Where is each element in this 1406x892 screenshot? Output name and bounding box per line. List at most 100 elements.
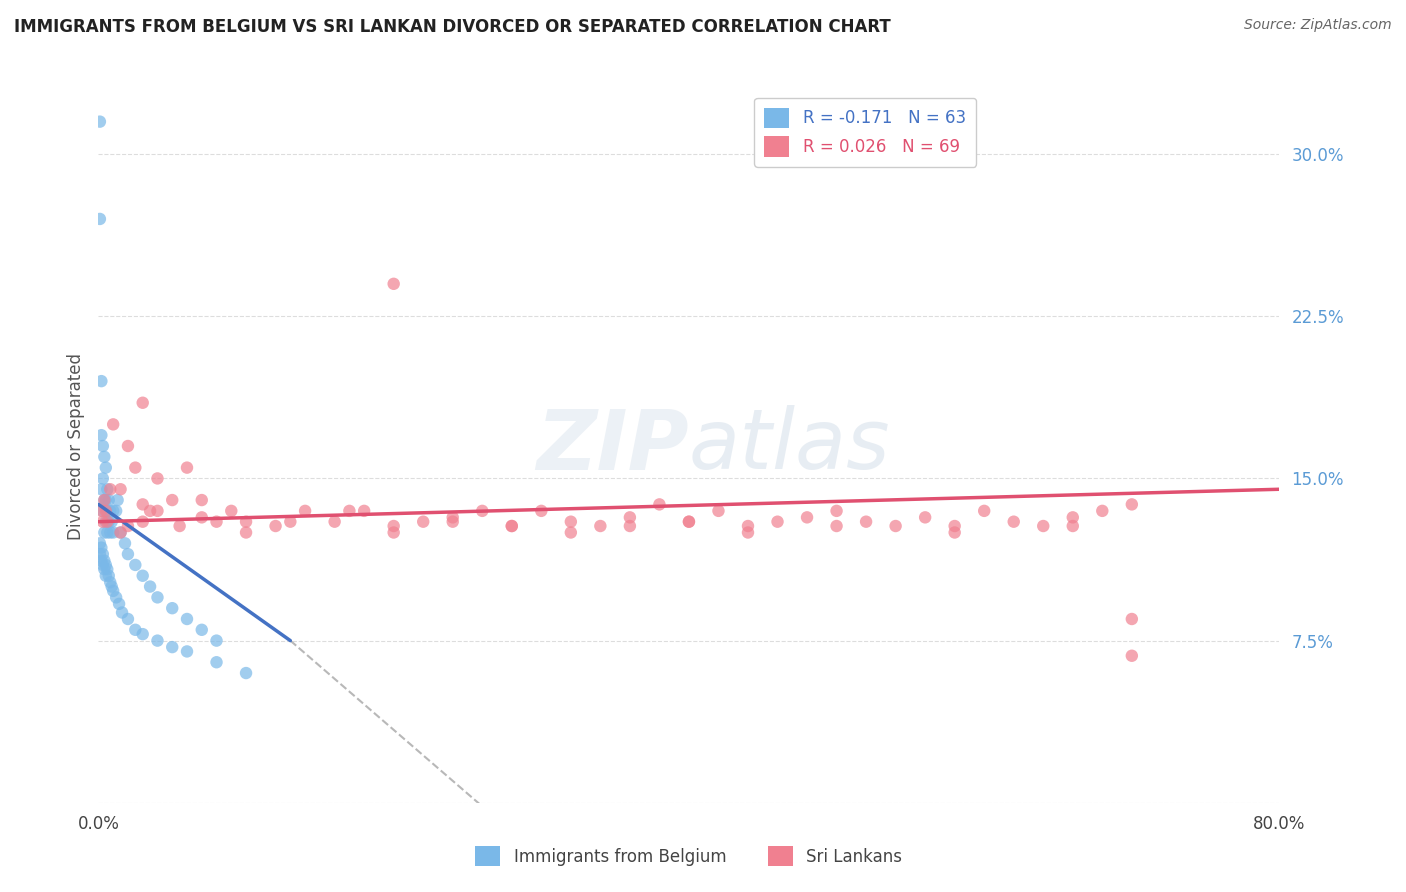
Point [162,640,183,654]
Point [264,519,287,533]
Point [737,525,759,540]
Point [1002,515,1025,529]
Point [103,525,125,540]
Point [235,525,257,540]
Point [96,525,118,540]
Point [176,612,198,626]
Point [139,504,162,518]
Point [93,553,115,567]
Point [93,493,115,508]
Point [90,482,112,496]
Point [97,493,120,508]
Point [93,525,115,540]
Point [162,601,183,615]
Point [1121,648,1143,663]
Point [678,515,700,529]
Point [914,510,936,524]
Point [501,519,523,533]
Point [235,666,257,681]
Point [93,450,115,464]
Point [94,460,117,475]
Point [825,519,848,533]
Point [124,460,146,475]
Point [97,515,120,529]
Point [96,515,118,529]
Point [560,515,582,529]
Point [205,515,228,529]
Point [973,504,995,518]
Point [89,211,111,226]
Point [98,504,121,518]
Point [501,519,523,533]
Point [1062,519,1084,533]
Point [124,623,146,637]
Point [530,504,553,518]
Point [94,558,117,572]
Point [278,515,302,529]
Point [94,504,117,518]
Y-axis label: Divorced or Separated: Divorced or Separated [66,352,84,540]
Point [205,633,228,648]
Point [176,644,198,658]
Text: atlas: atlas [689,406,890,486]
Point [98,482,121,496]
Point [110,525,132,540]
Point [132,396,155,410]
Point [737,519,759,533]
Point [169,519,191,533]
Point [1091,504,1114,518]
Point [94,568,117,582]
Point [97,568,120,582]
Point [412,515,434,529]
Point [146,504,169,518]
Point [93,562,115,576]
Point [132,627,155,641]
Point [103,504,125,518]
Point [94,493,117,508]
Point [678,515,700,529]
Point [560,525,582,540]
Point [94,515,117,529]
Point [191,623,214,637]
Text: IMMIGRANTS FROM BELGIUM VS SRI LANKAN DIVORCED OR SEPARATED CORRELATION CHART: IMMIGRANTS FROM BELGIUM VS SRI LANKAN DI… [14,18,891,36]
Point [96,482,118,496]
Point [146,633,169,648]
Text: Source: ZipAtlas.com: Source: ZipAtlas.com [1244,18,1392,32]
Point [91,558,114,572]
Point [89,114,111,128]
Point [103,583,125,598]
Point [441,510,464,524]
Point [441,515,464,529]
Point [90,553,112,567]
Point [98,575,121,590]
Point [205,655,228,669]
Point [707,504,730,518]
Point [91,547,114,561]
Point [110,525,132,540]
Point [294,504,316,518]
Point [124,558,146,572]
Point [91,439,114,453]
Point [648,497,671,511]
Point [117,519,139,533]
Point [107,493,129,508]
Point [943,525,966,540]
Point [89,547,111,561]
Point [91,515,114,529]
Point [619,510,641,524]
Point [117,612,139,626]
Text: ZIP: ZIP [536,406,689,486]
Point [235,515,257,529]
Point [825,504,848,518]
Point [382,277,405,291]
Legend: Immigrants from Belgium, Sri Lankans: Immigrants from Belgium, Sri Lankans [468,839,910,873]
Point [96,562,118,576]
Point [589,519,612,533]
Point [884,519,907,533]
Point [139,580,162,594]
Point [337,504,360,518]
Point [91,504,114,518]
Point [382,519,405,533]
Point [117,439,139,453]
Point [98,525,121,540]
